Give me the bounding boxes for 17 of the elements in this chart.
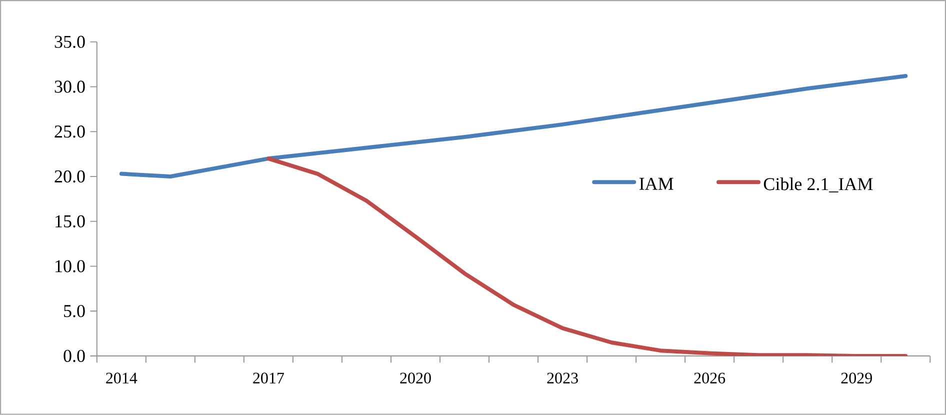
y-tick-label: 10.0 [56,260,85,272]
y-tick-label: 20.0 [54,170,85,183]
legend-label: Cible 2.1_IAM [764,178,873,192]
y-tick-label: 25.0 [54,126,85,138]
y-tick-label: 30.0 [54,80,85,93]
x-tick-label: 2014 [106,372,138,384]
x-tick-label: 2020 [400,372,431,384]
line-series [266,156,908,356]
y-tick-label: 0.0 [64,350,85,362]
y-tick-label: 15.0 [56,215,85,228]
x-tick-label: 2017 [253,372,284,384]
x-tick-label: 2029 [841,372,872,384]
x-tick-label: 2026 [694,372,726,384]
y-tick-label: 5.0 [64,305,85,318]
x-tick-label: 2023 [547,372,578,384]
legend-label: IAM [639,178,674,190]
y-tick-label: 35.0 [54,36,85,48]
